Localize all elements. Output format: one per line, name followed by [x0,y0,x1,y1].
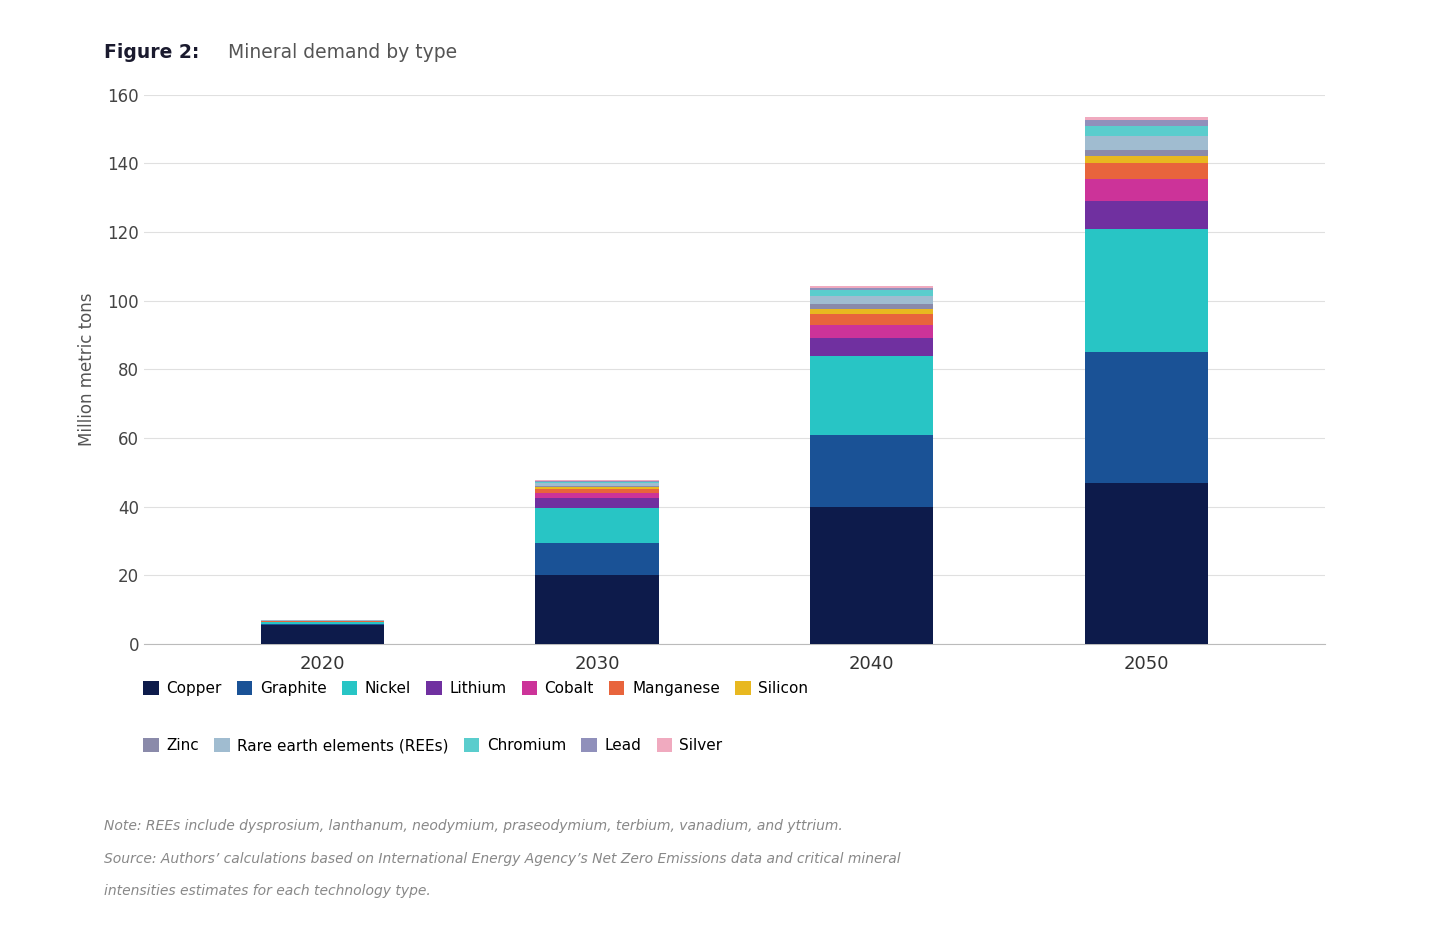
Bar [536,486,660,488]
Y-axis label: Million metric tons: Million metric tons [78,293,96,446]
Bar [536,543,660,576]
Bar [1084,179,1208,201]
Bar [536,483,660,486]
Bar [1084,120,1208,126]
Bar [1084,150,1208,156]
Text: Source: Authors’ calculations based on International Energy Agency’s Net Zero Em: Source: Authors’ calculations based on I… [104,852,900,867]
Text: Mineral demand by type: Mineral demand by type [222,43,456,62]
Bar [1084,117,1208,120]
Bar [1084,201,1208,228]
Text: Figure 2:: Figure 2: [104,43,199,62]
Bar [1084,483,1208,644]
Bar [809,355,933,435]
Bar [536,498,660,509]
Bar [536,492,660,498]
Bar [536,480,660,482]
Bar [809,295,933,304]
Bar [809,325,933,338]
Bar [1084,228,1208,352]
Bar [809,435,933,507]
Bar [809,291,933,295]
Bar [1084,156,1208,163]
Bar [1084,163,1208,179]
Bar [536,576,660,644]
Legend: Copper, Graphite, Nickel, Lithium, Cobalt, Manganese, Silicon: Copper, Graphite, Nickel, Lithium, Cobal… [137,675,814,703]
Bar [809,338,933,355]
Bar [1084,136,1208,150]
Legend: Zinc, Rare earth elements (REEs), Chromium, Lead, Silver: Zinc, Rare earth elements (REEs), Chromi… [137,732,729,759]
Bar [536,489,660,492]
Bar [809,304,933,310]
Bar [809,286,933,288]
Bar [536,488,660,489]
Bar [261,622,384,624]
Bar [809,507,933,644]
Bar [1084,126,1208,135]
Bar [536,482,660,483]
Text: intensities estimates for each technology type.: intensities estimates for each technolog… [104,884,431,898]
Bar [1084,352,1208,483]
Bar [809,310,933,314]
Bar [536,509,660,543]
Text: Note: REEs include dysprosium, lanthanum, neodymium, praseodymium, terbium, vana: Note: REEs include dysprosium, lanthanum… [104,819,842,833]
Bar [809,288,933,291]
Bar [809,314,933,325]
Bar [261,625,384,644]
Bar [261,624,384,625]
